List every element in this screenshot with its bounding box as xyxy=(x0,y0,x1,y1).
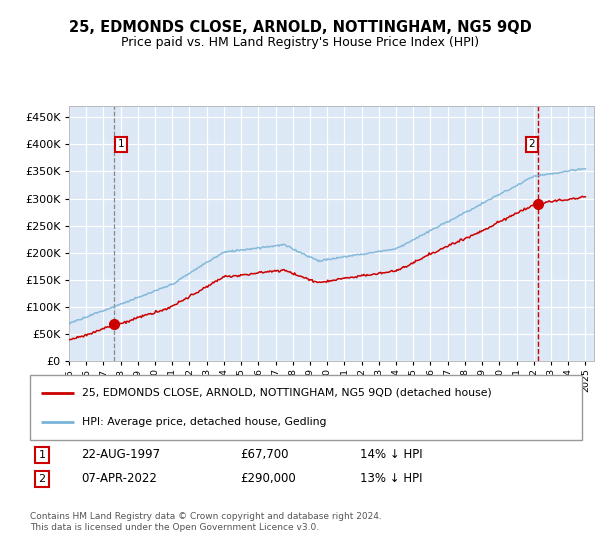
Text: 2: 2 xyxy=(38,474,46,484)
Text: £290,000: £290,000 xyxy=(240,472,296,486)
Text: 25, EDMONDS CLOSE, ARNOLD, NOTTINGHAM, NG5 9QD (detached house): 25, EDMONDS CLOSE, ARNOLD, NOTTINGHAM, N… xyxy=(82,388,492,398)
Text: 25, EDMONDS CLOSE, ARNOLD, NOTTINGHAM, NG5 9QD: 25, EDMONDS CLOSE, ARNOLD, NOTTINGHAM, N… xyxy=(68,20,532,35)
Text: Contains HM Land Registry data © Crown copyright and database right 2024.
This d: Contains HM Land Registry data © Crown c… xyxy=(30,512,382,532)
Text: £67,700: £67,700 xyxy=(240,448,289,461)
Text: 1: 1 xyxy=(38,450,46,460)
FancyBboxPatch shape xyxy=(30,375,582,440)
Text: 1: 1 xyxy=(118,139,125,150)
Text: 22-AUG-1997: 22-AUG-1997 xyxy=(81,448,160,461)
Text: 2: 2 xyxy=(529,139,535,150)
Text: 14% ↓ HPI: 14% ↓ HPI xyxy=(360,448,422,461)
Text: 13% ↓ HPI: 13% ↓ HPI xyxy=(360,472,422,486)
Text: 07-APR-2022: 07-APR-2022 xyxy=(81,472,157,486)
Text: HPI: Average price, detached house, Gedling: HPI: Average price, detached house, Gedl… xyxy=(82,417,327,427)
Text: Price paid vs. HM Land Registry's House Price Index (HPI): Price paid vs. HM Land Registry's House … xyxy=(121,36,479,49)
